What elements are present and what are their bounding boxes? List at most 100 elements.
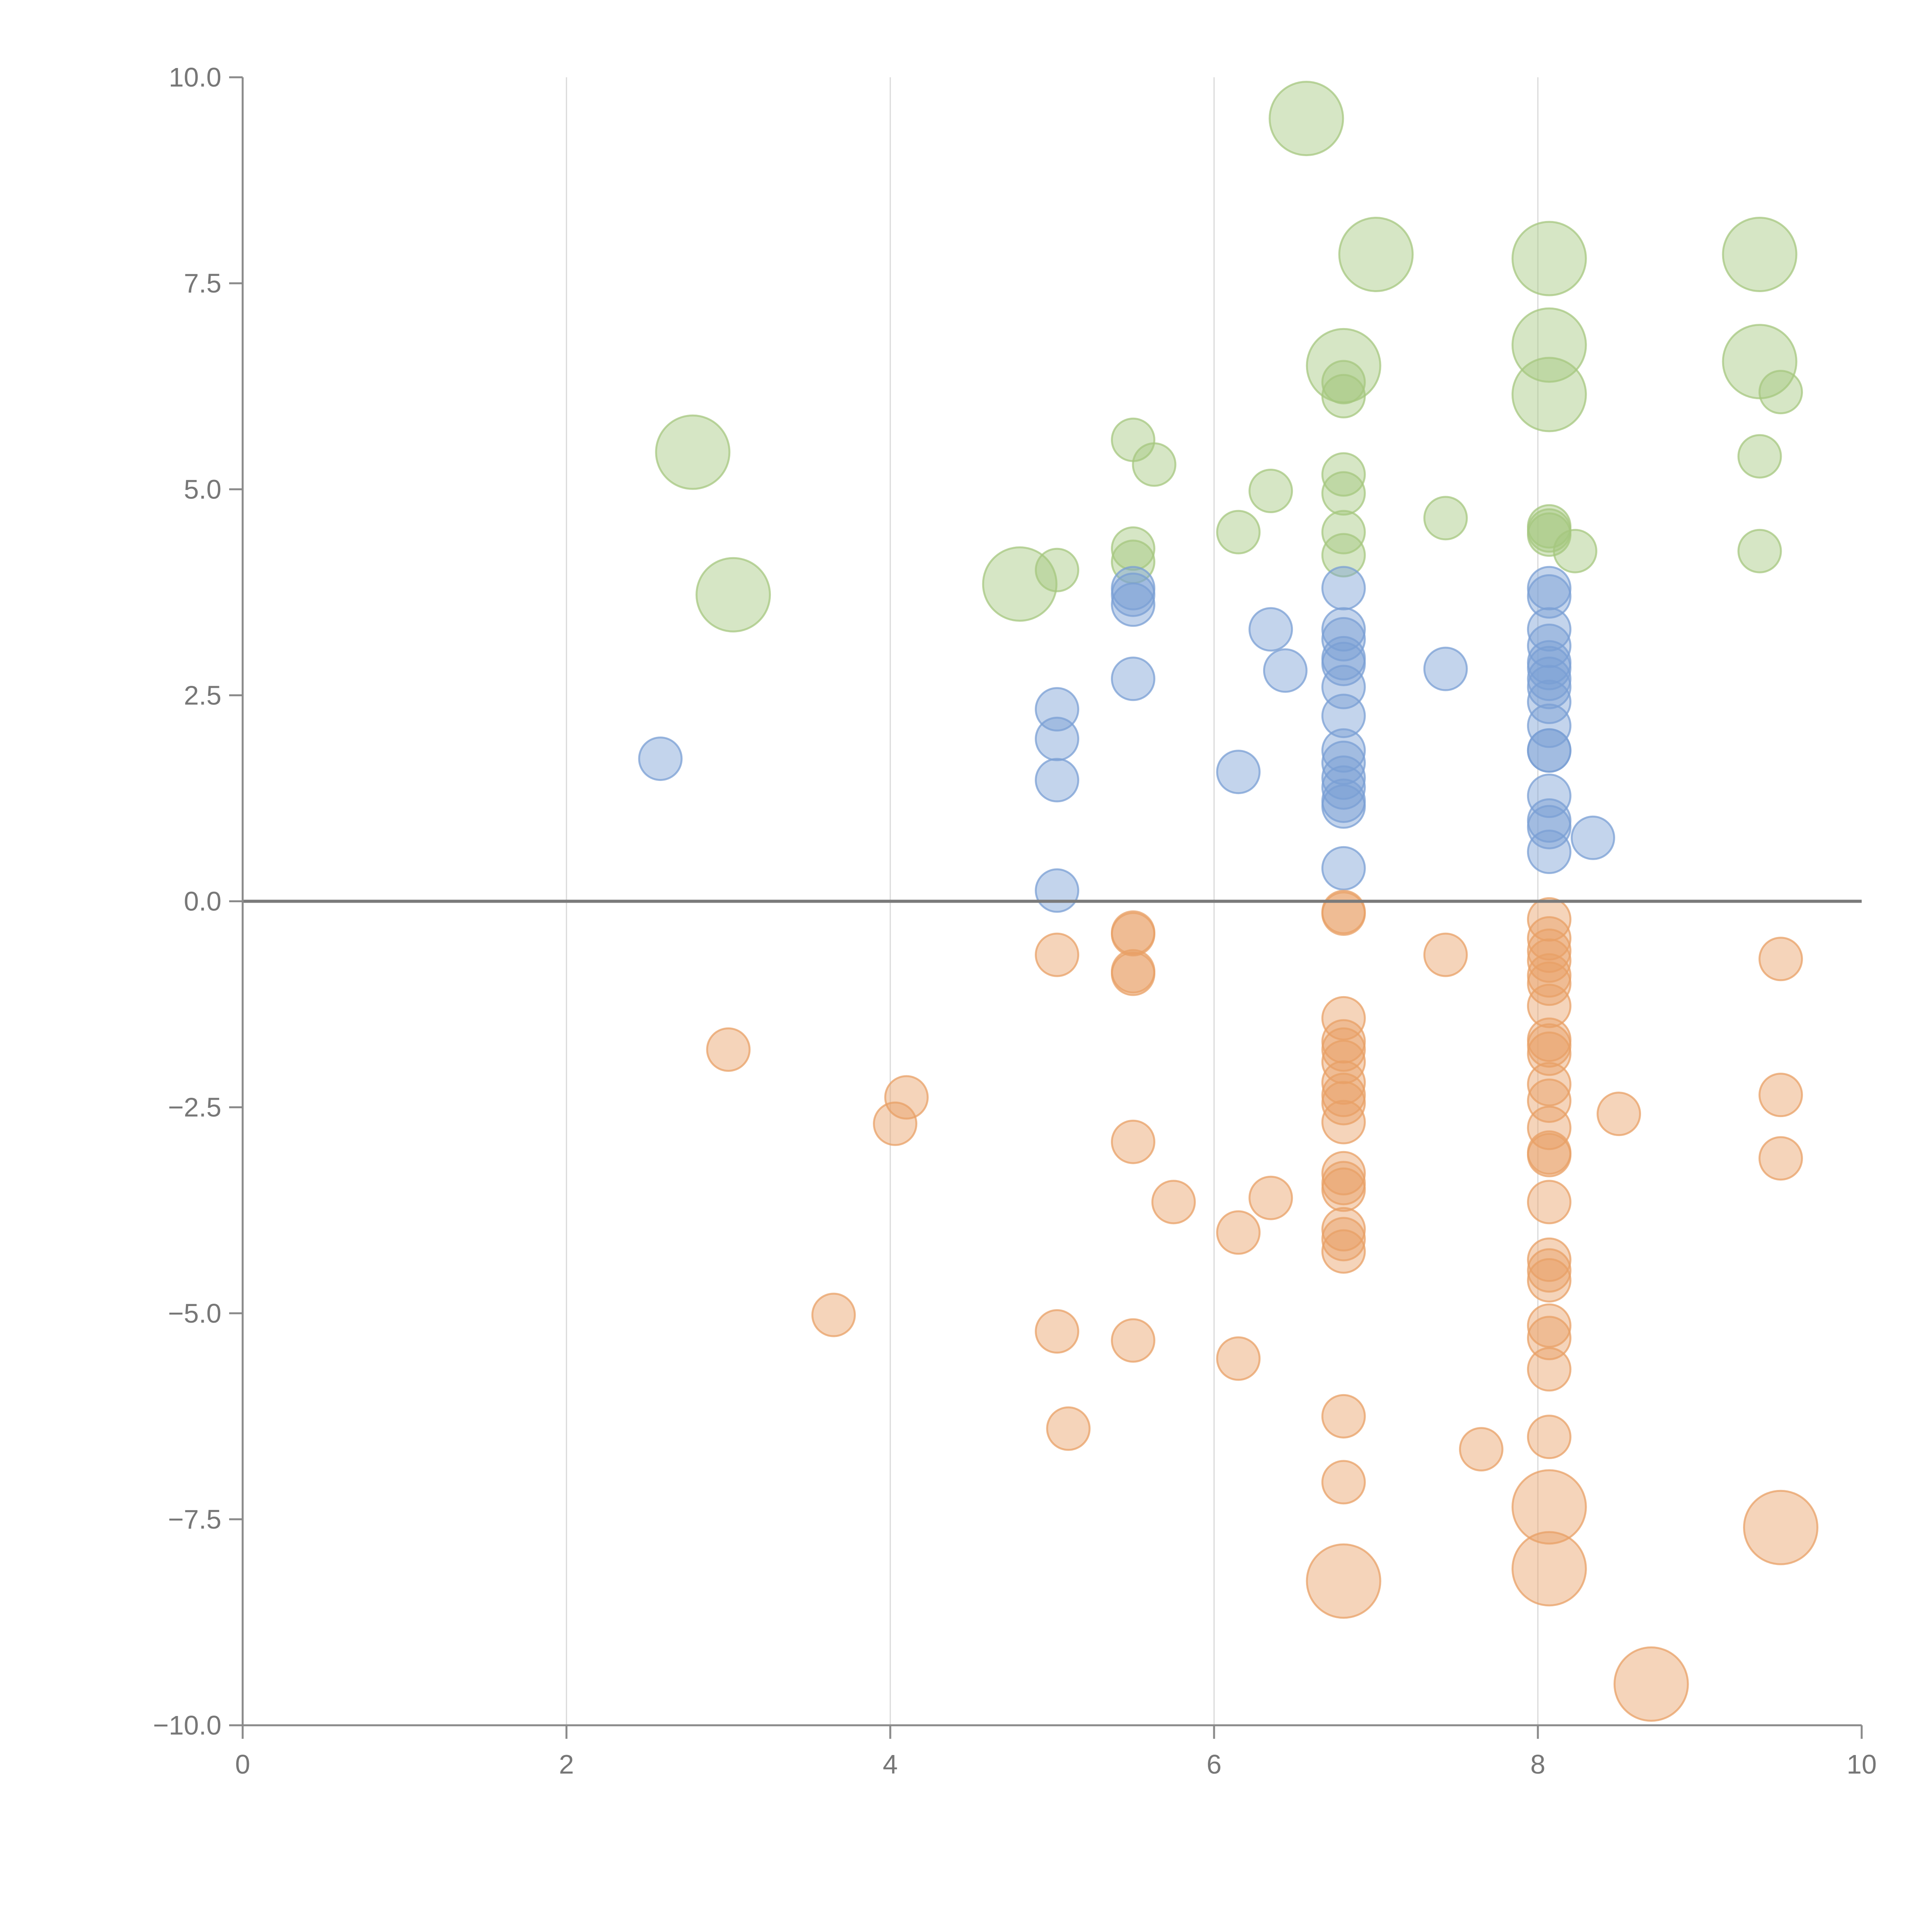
data-point-mid [1527,665,1571,709]
data-point-low [1527,1258,1571,1303]
data-point-low [1759,1136,1803,1181]
data-point-high [1423,496,1468,541]
data-point-low [1151,1180,1196,1225]
y-tick-label: 2.5 [184,680,221,710]
data-point-low [1511,1531,1587,1607]
data-point-low [706,1027,751,1072]
data-point-high [982,546,1058,622]
data-point-low [1111,1318,1155,1363]
data-point-low [1459,1427,1503,1472]
data-point-mid [1527,574,1571,619]
data-point-low [1527,1105,1571,1150]
data-point-low [1527,1347,1571,1392]
data-point-low [1527,916,1571,961]
data-point-low [1527,1248,1571,1293]
data-point-high [1111,526,1155,571]
data-point-low [1527,928,1571,973]
data-point-high [1759,370,1803,415]
data-point-high [1321,471,1366,516]
data-point-mid [1216,750,1261,794]
data-point-high [1321,510,1366,554]
x-tick-label: 6 [1207,1749,1222,1779]
data-point-high [1511,357,1587,432]
data-point-low [1321,1081,1366,1126]
data-point-mid [1111,582,1155,627]
data-point-low [1046,1406,1091,1451]
data-point-mid [1035,758,1080,803]
data-point-low [1321,1027,1366,1072]
data-point-high [1511,221,1587,296]
data-point-low [1321,1100,1366,1145]
x-tick-label: 2 [559,1749,574,1779]
data-point-high [1269,81,1344,156]
data-point-mid [1527,805,1571,850]
x-tick-label: 10 [1847,1749,1877,1779]
data-point-high [1321,452,1366,497]
axes: 10.0 7.5 5.0 2.5 0.0 −2.5 −5.0 −7.5 −10.0 0 2 4 6 8 10 [153,62,1877,1779]
data-point-high [1737,434,1782,479]
data-point-high [655,414,731,490]
data-point-low [1527,1180,1571,1225]
data-point-low [1527,983,1571,1028]
data-point-low [1321,996,1366,1041]
data-point-low [1216,1210,1261,1255]
data-point-mid [1248,607,1293,652]
data-point-high [1216,510,1261,554]
data-point-low [1597,1092,1641,1136]
data-point-low [1613,1646,1689,1722]
x-tick-label: 8 [1531,1749,1546,1779]
data-point-low [1527,1415,1571,1459]
data-point-mid [1321,617,1366,662]
data-point-mid [1527,774,1571,818]
data-point-low [1321,1460,1366,1505]
data-point-low [1035,1309,1080,1354]
data-point-low [1216,1336,1261,1381]
data-point-high [1321,374,1366,418]
y-tick-label: −2.5 [168,1092,221,1122]
data-point-high [1035,548,1080,592]
data-point-mid [1035,868,1080,913]
data-point-mid [1527,623,1571,668]
y-tick-label: 5.0 [184,474,221,504]
data-point-low [1111,912,1155,957]
data-point-low [1321,1167,1366,1212]
data-point-mid [1321,728,1366,773]
data-point-mid [1321,784,1366,829]
bubble-layer [638,81,1818,1722]
data-point-mid [1321,765,1366,810]
data-point-high [1132,442,1177,487]
y-tick-label: 0.0 [184,886,221,917]
data-point-mid [1111,566,1155,611]
y-tick-label: 10.0 [169,62,221,92]
data-point-low [1527,1062,1571,1107]
data-point-low [1321,1161,1366,1206]
data-point-low [1527,1316,1571,1361]
data-point-low [884,1075,929,1120]
data-point-low [1759,1073,1803,1117]
data-point-low [1759,937,1803,981]
data-point-low [1111,1119,1155,1164]
data-point-low [811,1293,856,1337]
data-point-mid [1035,716,1080,761]
data-point-high [1248,469,1293,514]
y-tick-label: −10.0 [153,1710,221,1740]
x-tick-label: 0 [235,1749,250,1779]
data-point-low [1527,961,1571,1006]
data-point-low [1035,932,1080,977]
data-point-mid [1111,656,1155,701]
data-point-low [1527,1303,1571,1348]
data-point-low [1527,1133,1571,1177]
data-point-mid [638,736,683,781]
data-point-low [1306,1543,1381,1619]
y-tick-label: −5.0 [168,1298,221,1328]
data-point-low [1527,897,1571,942]
data-point-mid [1527,728,1571,773]
data-point-mid [1111,572,1155,617]
data-point-high [1338,216,1414,292]
data-point-mid [1321,566,1366,611]
data-point-mid [1321,846,1366,891]
data-point-mid [1527,830,1571,874]
data-point-high [1321,360,1366,405]
